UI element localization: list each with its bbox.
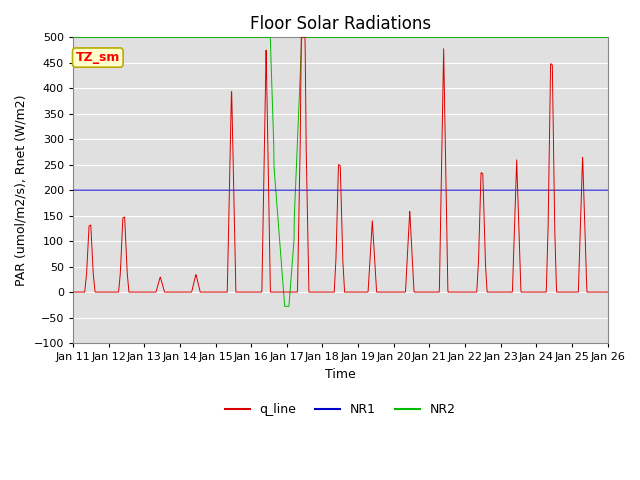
Text: TZ_sm: TZ_sm	[76, 51, 120, 64]
Legend: q_line, NR1, NR2: q_line, NR1, NR2	[220, 398, 461, 421]
X-axis label: Time: Time	[325, 368, 356, 381]
Title: Floor Solar Radiations: Floor Solar Radiations	[250, 15, 431, 33]
Y-axis label: PAR (umol/m2/s), Rnet (W/m2): PAR (umol/m2/s), Rnet (W/m2)	[15, 95, 28, 286]
